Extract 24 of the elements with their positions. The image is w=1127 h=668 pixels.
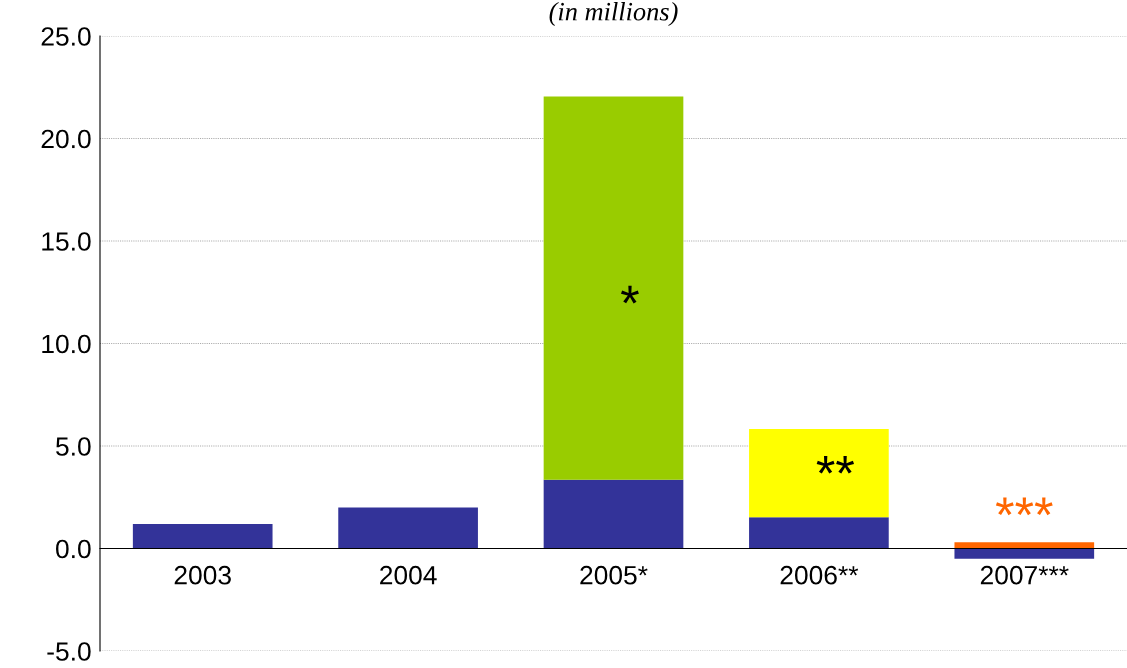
y-tick-label: 10.0 xyxy=(42,334,91,354)
y-tick-label: 25.0 xyxy=(41,27,91,46)
y-tick-label: 15.0 xyxy=(42,232,91,251)
y-tick-label: 20.0 xyxy=(41,129,91,149)
x-tick-label: 2004 xyxy=(380,565,437,585)
x-tick-label: 2005* xyxy=(580,565,648,585)
annotation: *** xyxy=(995,497,1053,516)
x-tick-label: 2006** xyxy=(780,565,859,585)
x-tick-label: 2007*** xyxy=(980,565,1069,585)
annotation: * xyxy=(621,285,639,304)
bar xyxy=(543,96,684,480)
bar xyxy=(749,428,889,518)
bar xyxy=(338,507,478,549)
y-tick-label: 0.0 xyxy=(56,539,91,559)
annotation: ** xyxy=(816,456,855,474)
chart-title: (in millions) xyxy=(549,2,678,26)
y-tick-label: 5.0 xyxy=(56,437,91,456)
bar xyxy=(749,517,889,549)
x-tick-label: 2003 xyxy=(174,565,231,585)
bar xyxy=(132,523,273,549)
bar xyxy=(954,548,1095,559)
bar xyxy=(543,479,684,549)
y-tick-label: -5.0 xyxy=(47,642,91,661)
bar xyxy=(954,542,1095,549)
